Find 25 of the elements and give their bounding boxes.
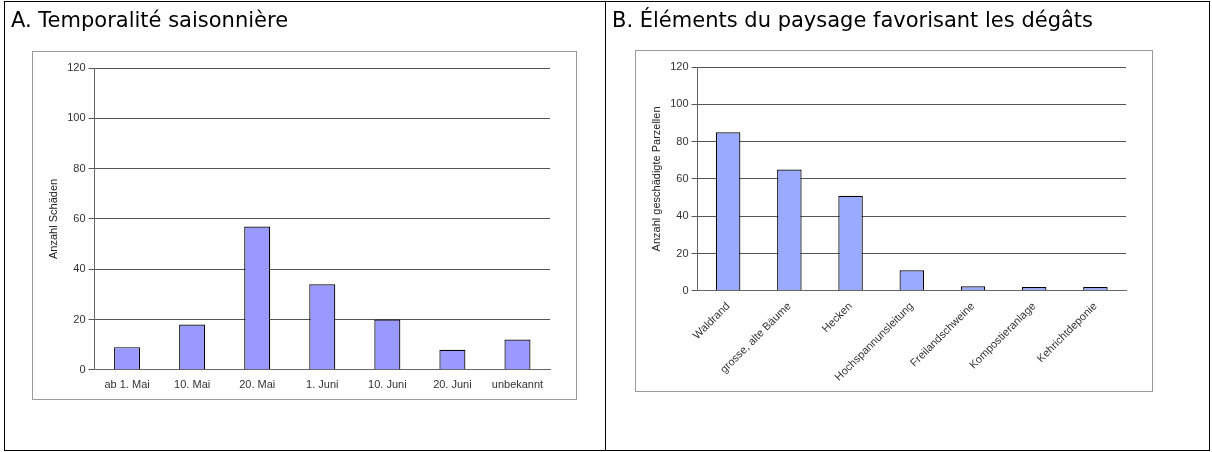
y-tick-label: 60 [676,171,689,184]
x-tick-label: 20. Juni [433,378,472,391]
x-tick-label: ab 1. Mai [104,378,150,391]
y-tick-label: 60 [73,211,86,224]
y-tick-label: 80 [73,161,86,174]
x-tick-label: unbekannt [491,378,544,391]
y-axis-title: Anzahl geschädigte Parzellen [649,106,662,252]
y-tick-label: 40 [73,262,86,275]
y-tick-label: 0 [79,362,86,375]
x-tick-label: 1. Juni [306,378,339,391]
x-tick-label: 10. Juni [368,378,407,391]
y-tick-label: 20 [676,246,689,259]
x-tick-label: 20. Mai [239,378,276,391]
chart-title: A. Temporalité saisonnière [10,7,290,34]
y-tick-label: 120 [670,60,689,73]
y-tick-label: 40 [676,209,689,222]
y-tick-label: 100 [67,111,86,124]
y-axis-title: Anzahl Schäden [46,178,59,259]
y-tick-label: 80 [676,134,689,147]
y-tick-label: 120 [67,61,86,74]
x-tick-label: 10. Mai [174,378,211,391]
y-tick-label: 100 [670,97,689,110]
y-tick-label: 20 [73,312,86,325]
y-tick-label: 0 [682,283,689,296]
chart-title: B. Éléments du paysage favorisant les dégâts [611,6,1095,34]
